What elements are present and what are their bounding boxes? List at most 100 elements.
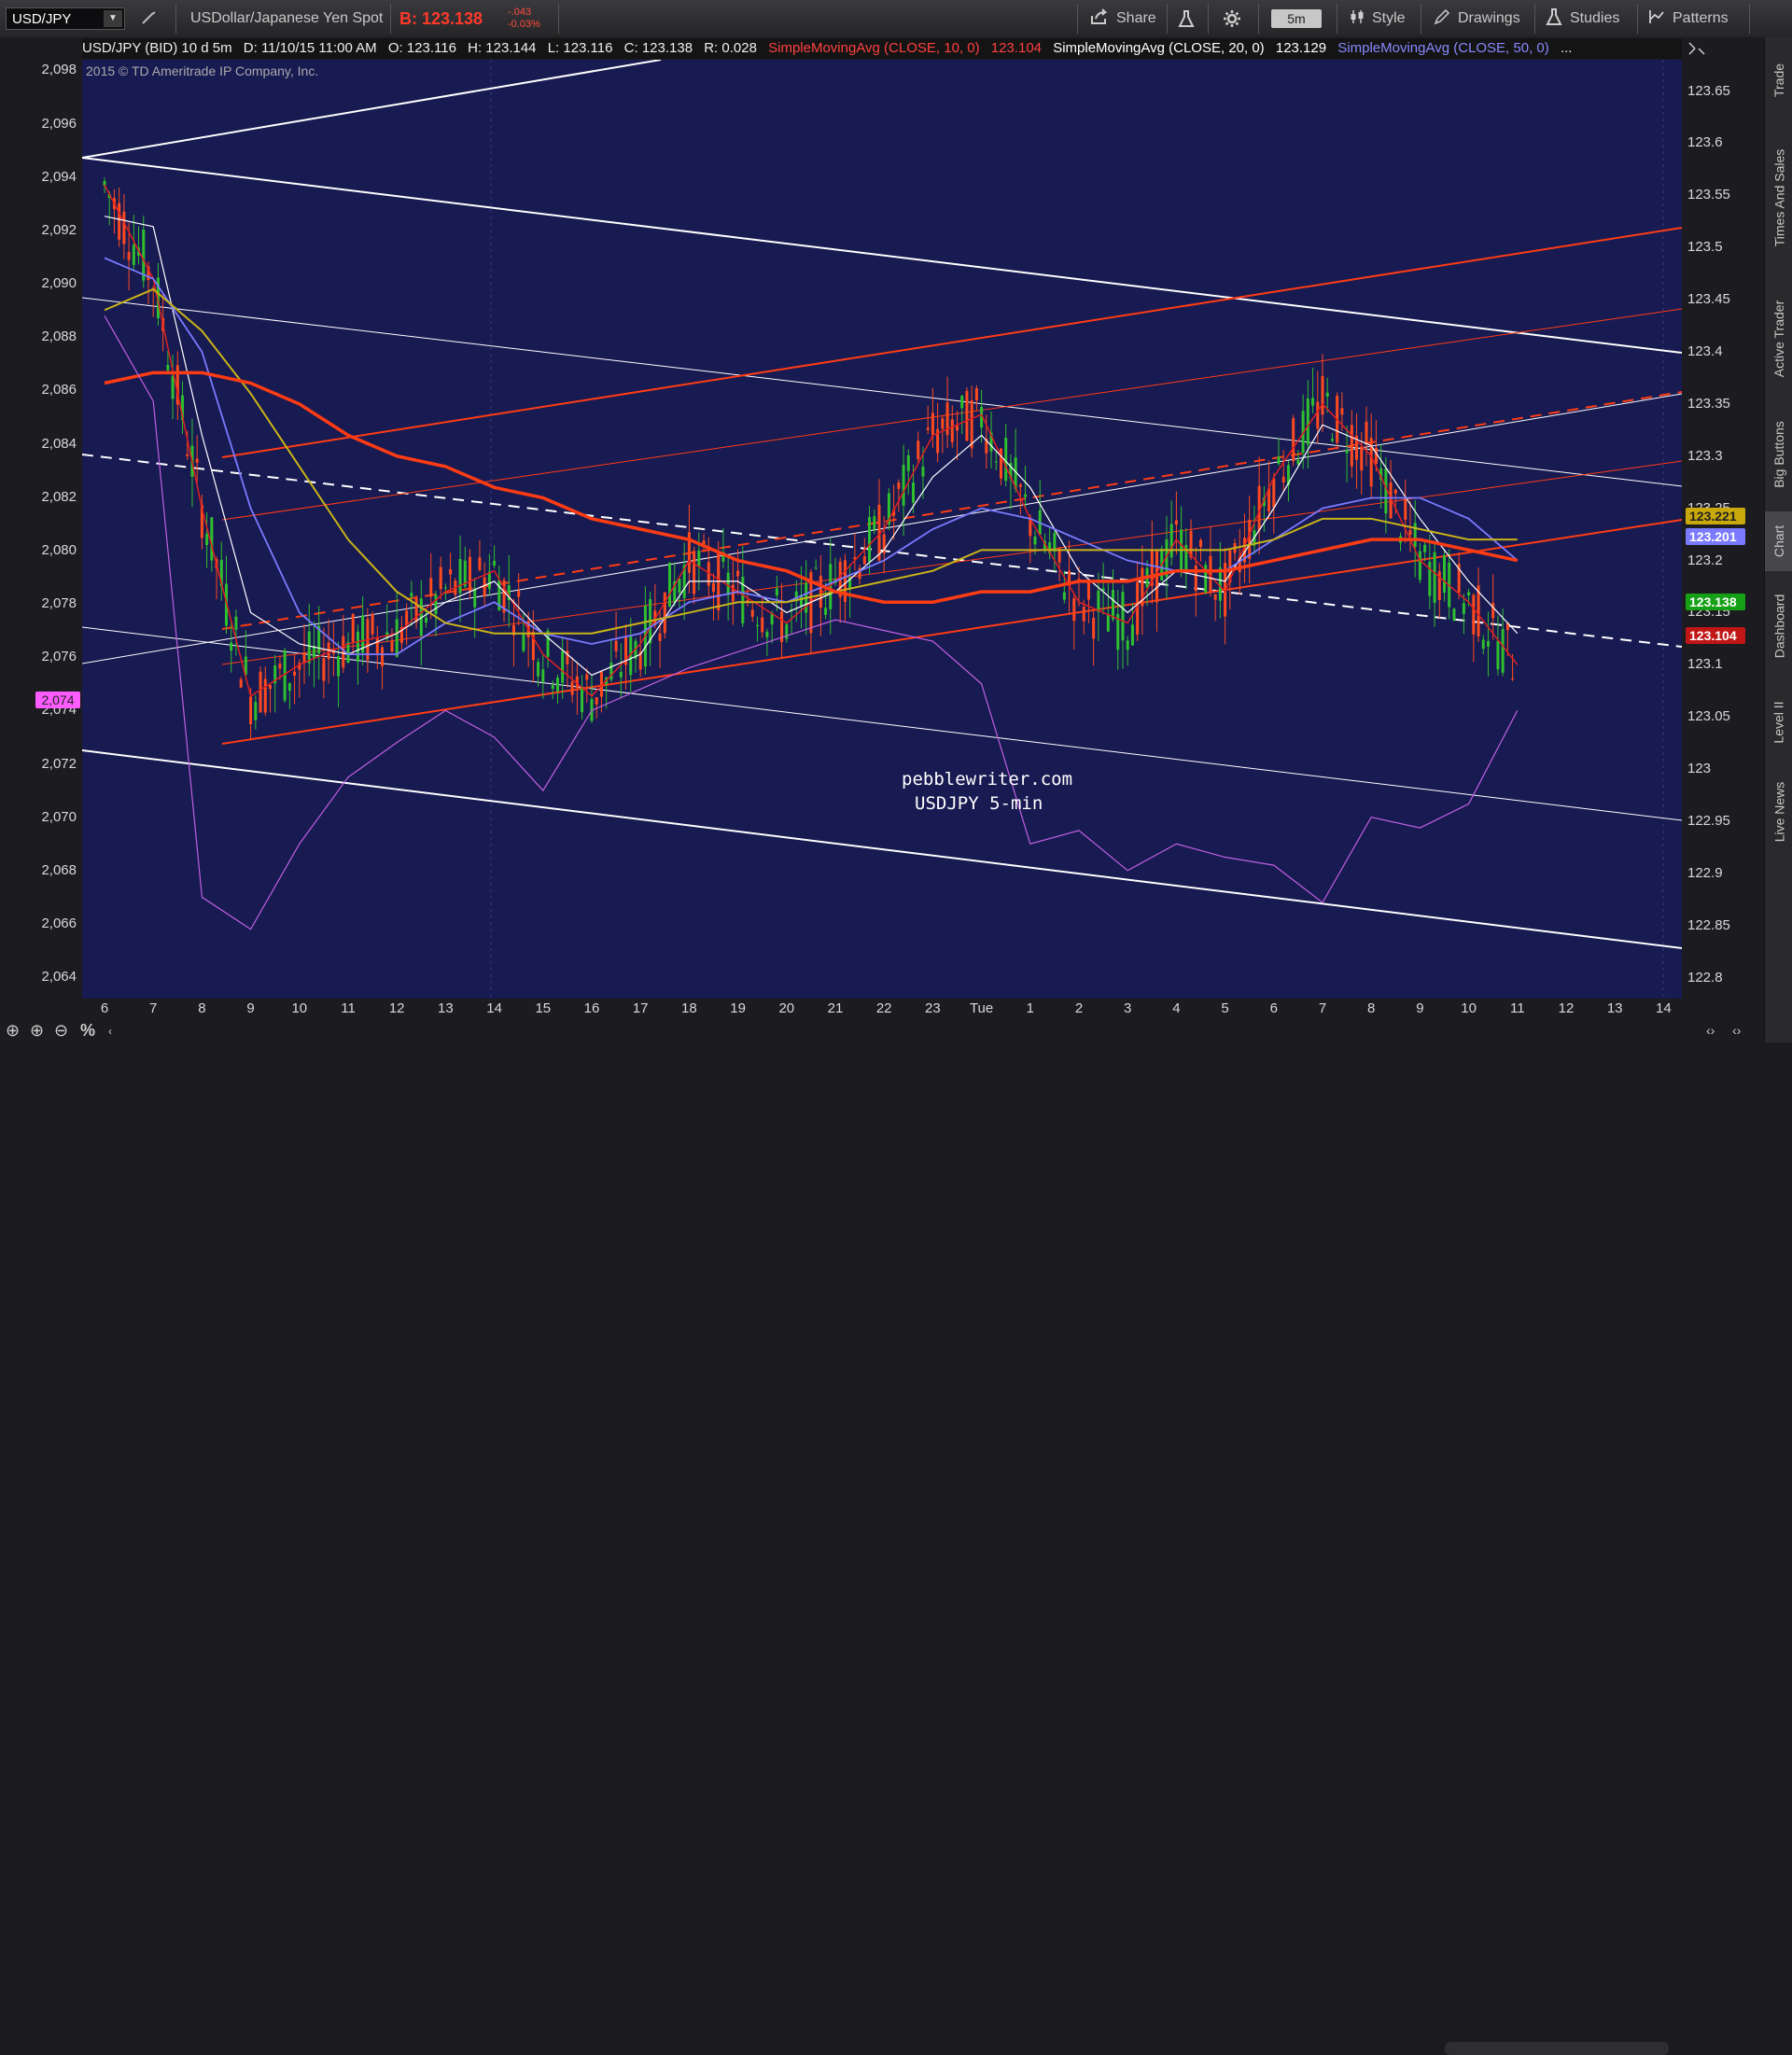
tab-level-ii-label: Level II xyxy=(1771,701,1787,744)
watermark: pebblewriter.com USDJPY 5-min xyxy=(902,767,1072,816)
tab-times-and-sales-label: Times And Sales xyxy=(1771,148,1786,247)
candle-body xyxy=(1443,555,1446,593)
zoom-out-icon[interactable]: ⊖ xyxy=(54,1021,69,1040)
price-axis-tick: 122.9 xyxy=(1687,864,1723,881)
candle-body xyxy=(1505,622,1509,631)
candle-body xyxy=(1048,542,1052,554)
horizontal-scrollbar[interactable] xyxy=(1445,2042,1669,2055)
style-label: Style xyxy=(1372,10,1406,26)
zoom-in-icon[interactable]: ⊕ xyxy=(30,1021,45,1040)
candle-body xyxy=(931,412,934,436)
patterns-icon xyxy=(1648,8,1665,30)
scroll-left-icon[interactable]: ‹ xyxy=(108,1025,112,1038)
tab-big-buttons-label: Big Buttons xyxy=(1771,421,1787,488)
price-chart xyxy=(82,60,1682,999)
candle-body xyxy=(1345,450,1349,454)
candle-body xyxy=(912,482,916,503)
tab-chart[interactable]: Chart xyxy=(1765,511,1792,571)
candle-body xyxy=(107,193,111,199)
candle-body xyxy=(1384,468,1388,514)
candle-body xyxy=(1389,482,1393,519)
candle-body xyxy=(439,566,442,590)
candle-body xyxy=(736,570,740,577)
candle-body xyxy=(1433,552,1436,603)
tab-active-trader[interactable]: Active Trader xyxy=(1765,278,1792,399)
tab-times-and-sales[interactable]: Times And Sales xyxy=(1765,123,1792,273)
studies-button[interactable]: Studies xyxy=(1546,0,1619,37)
time-axis-tick: 16 xyxy=(583,1000,600,1016)
candle-body xyxy=(210,517,214,561)
tab-dashboard[interactable]: Dashboard xyxy=(1765,575,1792,678)
time-axis-tick: 17 xyxy=(632,1000,649,1016)
price-axis-tick: 123.65 xyxy=(1687,82,1730,99)
candle-body xyxy=(1467,592,1471,596)
drawings-button[interactable]: Drawings xyxy=(1434,0,1520,37)
compare-axis-tick: 2,082 xyxy=(41,488,77,505)
chart-plot-area[interactable] xyxy=(82,60,1682,999)
candle-body xyxy=(1355,435,1359,460)
sma20-label[interactable]: SimpleMovingAvg (CLOSE, 20, 0) xyxy=(1053,40,1265,56)
candle-body xyxy=(511,624,515,636)
candle-body xyxy=(1165,538,1169,578)
expand-arrows-icon[interactable]: ‹› xyxy=(1732,1023,1742,1038)
interval-value: 5m xyxy=(1287,11,1306,26)
toolbar-divider xyxy=(1637,4,1638,34)
patterns-label: Patterns xyxy=(1673,10,1729,26)
time-axis-tick: 2 xyxy=(1074,1000,1084,1016)
interval-selector[interactable]: 5m xyxy=(1271,9,1322,28)
gear-icon[interactable] xyxy=(1223,0,1241,37)
series-line-4 xyxy=(104,287,1518,635)
share-button[interactable]: Share xyxy=(1090,0,1156,37)
candle-body xyxy=(717,551,721,611)
sma10-label[interactable]: SimpleMovingAvg (CLOSE, 10, 0) xyxy=(768,40,980,56)
sma50-label[interactable]: SimpleMovingAvg (CLOSE, 50, 0) xyxy=(1337,40,1549,56)
scroll-arrows-icon[interactable]: ‹› xyxy=(1706,1023,1715,1038)
symbol-description: USDollar/Japanese Yen Spot xyxy=(190,10,384,26)
candle-body xyxy=(361,615,365,653)
candle-body xyxy=(1068,570,1071,586)
tab-trade[interactable]: Trade xyxy=(1765,43,1792,118)
candle-body xyxy=(1014,457,1017,489)
candle-body xyxy=(405,610,409,626)
candle-body xyxy=(1194,565,1197,592)
patterns-button[interactable]: Patterns xyxy=(1648,0,1729,37)
candle-body xyxy=(829,564,833,609)
collapse-icon[interactable] xyxy=(1687,41,1706,61)
flask-icon[interactable] xyxy=(1178,0,1195,37)
toolbar-divider xyxy=(558,4,559,34)
symbol-dropdown-icon[interactable]: ▼ xyxy=(104,10,122,27)
percent-icon[interactable]: % xyxy=(80,1021,96,1040)
toolbar-divider xyxy=(175,4,176,34)
style-button[interactable]: Style xyxy=(1350,0,1406,37)
candle-body xyxy=(906,454,910,471)
crosshair-icon[interactable]: ⊕ xyxy=(6,1021,21,1040)
link-icon[interactable] xyxy=(140,0,159,37)
candle-body xyxy=(458,559,462,594)
time-axis-tick: 7 xyxy=(1318,1000,1327,1016)
price-axis-tick: 123.4 xyxy=(1687,342,1723,359)
tab-live-news-label: Live News xyxy=(1771,781,1786,843)
candle-body xyxy=(668,562,672,608)
bid-value: B: 123.138 xyxy=(399,8,483,28)
tab-live-news[interactable]: Live News xyxy=(1765,765,1792,859)
candle-body xyxy=(219,560,223,587)
time-axis-tick: 13 xyxy=(1606,1000,1623,1016)
trendline xyxy=(221,227,1682,458)
time-axis-tick: Tue xyxy=(969,1000,994,1016)
candle-body xyxy=(799,594,803,607)
candle-body xyxy=(1209,555,1212,593)
candle-body xyxy=(342,636,345,668)
tab-big-buttons[interactable]: Big Buttons xyxy=(1765,403,1792,506)
time-axis-tick: 10 xyxy=(1461,1000,1477,1016)
candle-body xyxy=(956,425,959,431)
tab-level-ii[interactable]: Level II xyxy=(1765,683,1792,762)
candle-body xyxy=(726,572,730,595)
compare-axis-tick: 2,080 xyxy=(41,541,77,558)
candle-body xyxy=(147,266,150,281)
series-line-5 xyxy=(104,370,1519,604)
candle-body xyxy=(1169,524,1173,558)
symbol-input[interactable]: USD/JPY ▼ xyxy=(6,7,125,30)
candle-body xyxy=(478,557,482,570)
candle-body xyxy=(497,580,501,611)
candle-body xyxy=(181,395,185,421)
